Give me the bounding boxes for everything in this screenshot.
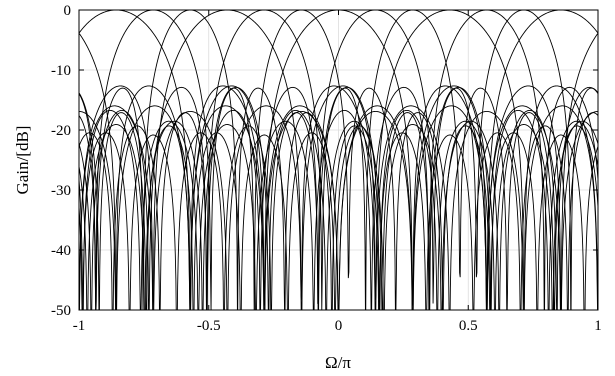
series-line — [79, 10, 598, 310]
x-tick-label: -0.5 — [197, 318, 221, 334]
series-line — [79, 10, 598, 310]
x-tick-label: -1 — [73, 318, 86, 334]
y-tick-label: -30 — [51, 183, 71, 199]
y-axis-label: Gain/[dB] — [13, 126, 32, 195]
series-line — [79, 10, 598, 310]
series-line — [79, 10, 598, 310]
y-tick-label: 0 — [64, 3, 72, 19]
series-line — [79, 10, 598, 310]
y-tick-label: -50 — [51, 303, 71, 319]
series-layer — [79, 10, 598, 310]
series-line — [79, 10, 598, 310]
x-tick-label: 1 — [594, 318, 602, 334]
x-tick-label: 0.5 — [459, 318, 478, 334]
ticks-layer: -1 -0.5 0 0.5 1 0 -10 -20 -30 -40 -50 — [51, 3, 602, 334]
y-tick-label: -20 — [51, 123, 71, 139]
x-axis-label: Ω/π — [325, 353, 351, 372]
series-line — [79, 10, 598, 310]
series-line — [79, 10, 598, 310]
series-line — [79, 10, 598, 310]
y-tick-label: -10 — [51, 63, 71, 79]
y-tick-label: -40 — [51, 243, 71, 259]
x-tick-label: 0 — [335, 318, 343, 334]
series-line — [79, 10, 598, 310]
